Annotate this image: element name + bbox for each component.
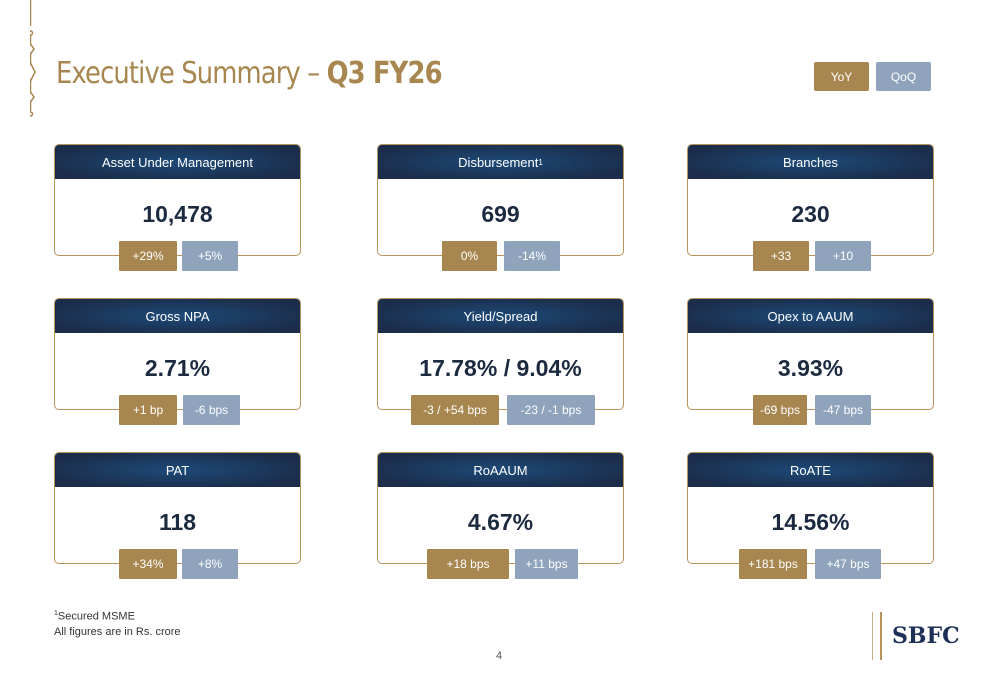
kpi-card-title: RoAAUM (378, 453, 623, 487)
qoq-change-badge: +47 bps (815, 549, 881, 579)
kpi-card-title: Opex to AAUM (688, 299, 933, 333)
kpi-card: RoATE 14.56% +181 bps +47 bps (687, 452, 934, 579)
yoy-change-badge: +33 (753, 241, 809, 271)
qoq-change-badge: -14% (504, 241, 560, 271)
kpi-card-title: Asset Under Management (55, 145, 300, 179)
yoy-toggle[interactable]: YoY (814, 62, 869, 91)
yoy-change-badge: -3 / +54 bps (411, 395, 499, 425)
yoy-change-badge: +34% (119, 549, 177, 579)
kpi-card-title: Gross NPA (55, 299, 300, 333)
yoy-change-badge: 0% (442, 241, 497, 271)
yoy-change-badge: +181 bps (739, 549, 807, 579)
kpi-value: 118 (158, 509, 197, 535)
kpi-card: Opex to AAUM 3.93% -69 bps -47 bps (687, 298, 934, 425)
kpi-card: Yield/Spread 17.78% / 9.04% -3 / +54 bps… (377, 298, 624, 425)
kpi-card: RoAAUM 4.67% +18 bps +11 bps (377, 452, 624, 579)
qoq-change-badge: +10 (815, 241, 871, 271)
kpi-card: Gross NPA 2.71% +1 bp -6 bps (54, 298, 301, 425)
kpi-value: 14.56% (771, 509, 850, 535)
kpi-card: PAT 118 +34% +8% (54, 452, 301, 579)
yoy-change-badge: +1 bp (119, 395, 177, 425)
footnote: 1Secured MSME All figures are in Rs. cro… (54, 610, 181, 638)
kpi-value: 17.78% / 9.04% (419, 355, 582, 381)
qoq-change-badge: -6 bps (183, 395, 240, 425)
kpi-value: 2.71% (144, 355, 211, 381)
sbfc-logo: SBFC (872, 612, 960, 660)
kpi-card-title: Disbursement 1 (378, 145, 623, 179)
qoq-change-badge: +11 bps (515, 549, 578, 579)
qoq-change-badge: -23 / -1 bps (507, 395, 595, 425)
kpi-card-title: RoATE (688, 453, 933, 487)
qoq-change-badge: -47 bps (815, 395, 871, 425)
page-title: Executive Summary – Q3 FY26 (56, 56, 443, 91)
page-number: 4 (496, 650, 503, 662)
yoy-change-badge: +18 bps (427, 549, 509, 579)
kpi-card: Disbursement 1 699 0% -14% (377, 144, 624, 271)
qoq-change-badge: +5% (182, 241, 238, 271)
kpi-card: Branches 230 +33 +10 (687, 144, 934, 271)
kpi-value: 10,478 (142, 201, 213, 227)
yoy-change-badge: +29% (119, 241, 177, 271)
qoq-change-badge: +8% (182, 549, 238, 579)
kpi-card: Asset Under Management 10,478 +29% +5% (54, 144, 301, 271)
kpi-card-title: PAT (55, 453, 300, 487)
decorative-ornament-icon (30, 0, 36, 117)
qoq-toggle[interactable]: QoQ (876, 62, 931, 91)
kpi-card-title: Yield/Spread (378, 299, 623, 333)
kpi-card-title: Branches (688, 145, 933, 179)
kpi-value: 4.67% (467, 509, 534, 535)
kpi-value: 699 (481, 201, 520, 227)
kpi-value: 3.93% (777, 355, 844, 381)
yoy-change-badge: -69 bps (753, 395, 807, 425)
kpi-value: 230 (791, 201, 830, 227)
